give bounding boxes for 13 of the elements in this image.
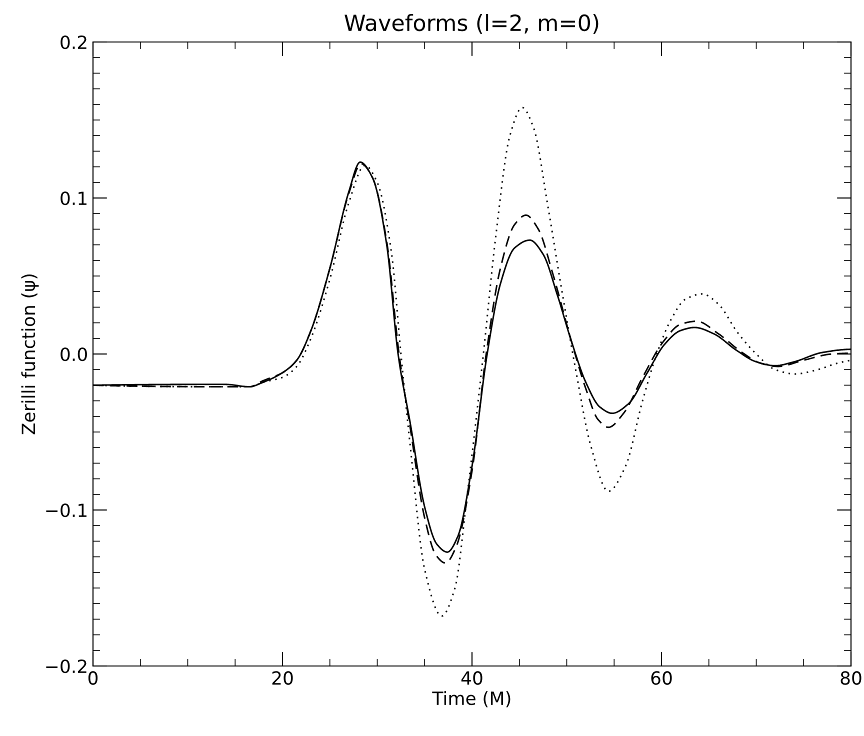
- y-axis-title: Zerilli function (ψ): [21, 274, 39, 434]
- chart-title: Waveforms (l=2, m=0): [344, 14, 598, 34]
- y-tick-label: −0.1: [46, 503, 86, 518]
- y-tick-label: 0.1: [60, 191, 86, 206]
- y-tick-label: 0.0: [60, 347, 87, 362]
- x-tick-label: 40: [461, 671, 482, 685]
- x-tick-label: 20: [272, 671, 293, 685]
- x-axis-title: Time (M): [432, 691, 510, 708]
- x-tick-label: 60: [651, 671, 672, 685]
- x-tick-label: 0: [88, 671, 98, 685]
- x-tick-label: 80: [840, 671, 862, 685]
- y-tick-label: −0.2: [46, 659, 86, 674]
- y-tick-label: 0.2: [60, 35, 86, 50]
